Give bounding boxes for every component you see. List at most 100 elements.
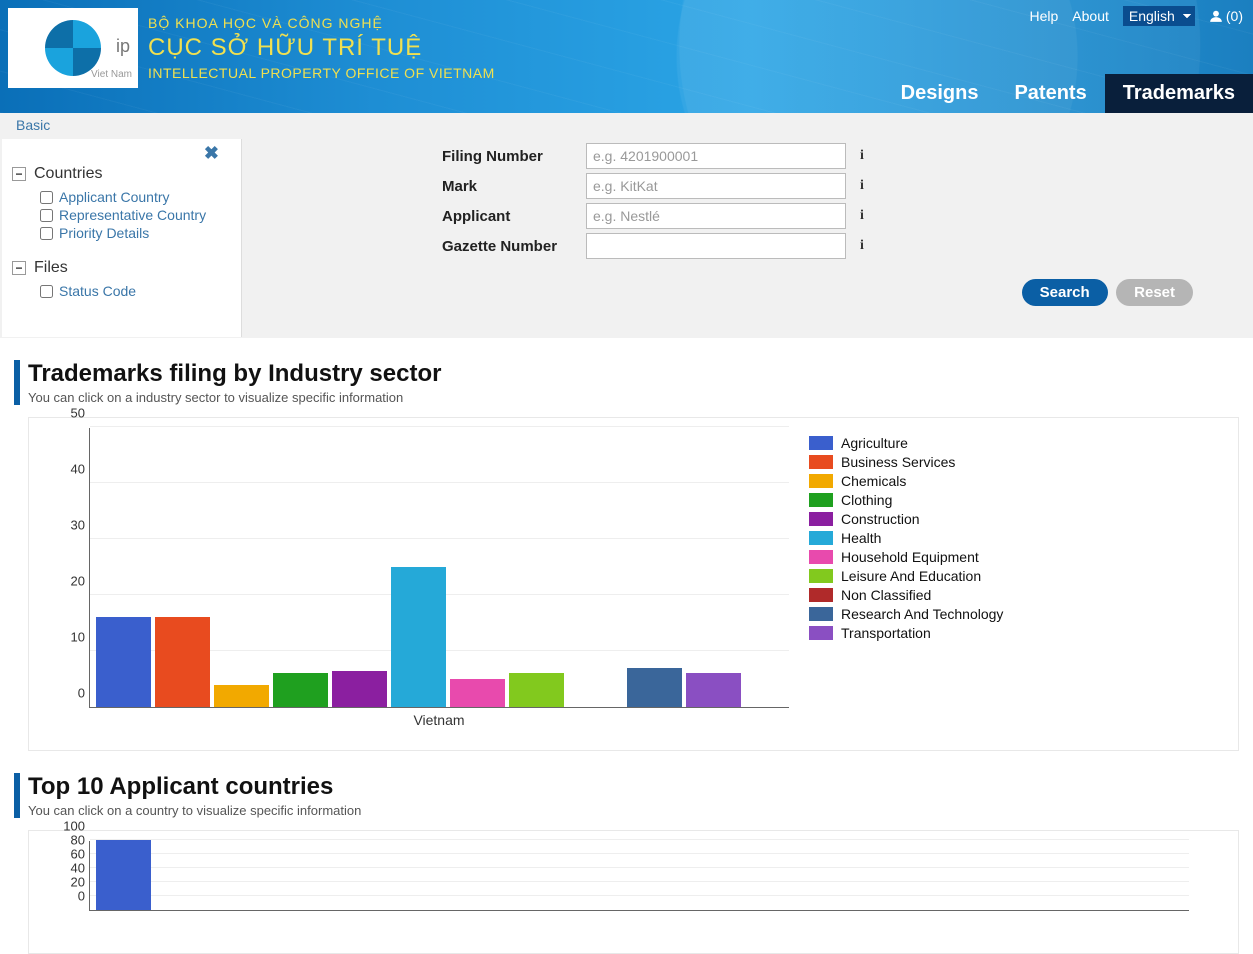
bar[interactable] — [627, 668, 682, 707]
nav-patents[interactable]: Patents — [996, 74, 1104, 113]
language-select[interactable]: English — [1123, 6, 1195, 26]
chart-legend: Agriculture Business Services Chemicals Clo… — [809, 428, 1003, 644]
form-input[interactable] — [586, 203, 846, 229]
collapse-icon: − — [12, 261, 26, 275]
bar[interactable] — [450, 679, 505, 707]
form-input[interactable] — [586, 143, 846, 169]
filter-checkbox[interactable] — [40, 285, 53, 298]
info-icon[interactable]: i — [860, 148, 864, 164]
y-tick: 30 — [71, 518, 85, 533]
collapse-icon: − — [12, 167, 26, 181]
logo-ip-text: ip — [116, 36, 130, 57]
bar[interactable] — [332, 671, 387, 707]
logo-block[interactable]: ip Viet Nam BỘ KHOA HỌC VÀ CÔNG NGHỆ CỤC… — [8, 8, 495, 88]
form-input[interactable] — [586, 173, 846, 199]
legend-swatch — [809, 531, 833, 545]
info-icon[interactable]: i — [860, 238, 864, 254]
filter-group-head[interactable]: −Countries — [12, 165, 241, 183]
legend-swatch — [809, 588, 833, 602]
section-title: Top 10 Applicant countries — [28, 773, 1253, 801]
bar[interactable] — [273, 673, 328, 707]
section-subtitle: You can click on a industry sector to vi… — [28, 390, 1253, 405]
nav-designs[interactable]: Designs — [883, 74, 997, 113]
y-tick: 100 — [63, 819, 85, 834]
filter-checkbox-label: Priority Details — [59, 225, 149, 241]
legend-item[interactable]: Research And Technology — [809, 606, 1003, 622]
legend-item[interactable]: Chemicals — [809, 473, 1003, 489]
legend-swatch — [809, 626, 833, 640]
y-tick: 10 — [71, 630, 85, 645]
logo-image: ip Viet Nam — [8, 8, 138, 88]
filter-group-head[interactable]: −Files — [12, 259, 241, 277]
y-tick: 20 — [71, 875, 85, 890]
reset-button[interactable]: Reset — [1116, 279, 1193, 306]
x-label: Vietnam — [89, 712, 789, 728]
plot — [89, 428, 789, 708]
info-icon[interactable]: i — [860, 208, 864, 224]
filter-checkbox-row[interactable]: Representative Country — [40, 207, 241, 223]
about-link[interactable]: About — [1072, 8, 1109, 24]
org-text: BỘ KHOA HỌC VÀ CÔNG NGHỆ CỤC SỞ HỮU TRÍ … — [148, 14, 495, 82]
bar[interactable] — [155, 617, 210, 707]
y-tick: 50 — [71, 406, 85, 421]
info-icon[interactable]: i — [860, 178, 864, 194]
y-tick: 60 — [71, 847, 85, 862]
legend-item[interactable]: Household Equipment — [809, 549, 1003, 565]
filter-checkbox-row[interactable]: Status Code — [40, 283, 241, 299]
filter-group-label: Countries — [34, 165, 102, 183]
legend-swatch — [809, 512, 833, 526]
bars — [90, 567, 789, 707]
legend-label: Leisure And Education — [841, 568, 981, 584]
filter-checkbox[interactable] — [40, 191, 53, 204]
legend-label: Chemicals — [841, 473, 906, 489]
legend-item[interactable]: Transportation — [809, 625, 1003, 641]
bar[interactable] — [509, 673, 564, 707]
form-label: Gazette Number — [442, 238, 586, 255]
legend-item[interactable]: Health — [809, 530, 1003, 546]
bar[interactable] — [686, 673, 741, 707]
section-head: Trademarks filing by Industry sector You… — [14, 360, 1253, 405]
filter-sidebar: ✖ −CountriesApplicant CountryRepresentat… — [2, 139, 242, 337]
filter-group-items: Applicant Country Representative Country P… — [12, 189, 241, 241]
legend-swatch — [809, 474, 833, 488]
legend-item[interactable]: Non Classified — [809, 587, 1003, 603]
legend-item[interactable]: Construction — [809, 511, 1003, 527]
form-label: Mark — [442, 178, 586, 195]
basic-tab[interactable]: Basic — [16, 117, 50, 133]
filter-checkbox[interactable] — [40, 209, 53, 222]
org-line1: BỘ KHOA HỌC VÀ CÔNG NGHỆ — [148, 14, 495, 32]
legend-item[interactable]: Agriculture — [809, 435, 1003, 451]
legend-item[interactable]: Business Services — [809, 454, 1003, 470]
legend-item[interactable]: Clothing — [809, 492, 1003, 508]
topbar: Help About English (0) — [1029, 6, 1243, 26]
bar[interactable] — [96, 840, 151, 910]
nav-trademarks[interactable]: Trademarks — [1105, 74, 1253, 113]
bar[interactable] — [96, 617, 151, 707]
user-badge[interactable]: (0) — [1209, 8, 1243, 24]
org-line2: CỤC SỞ HỮU TRÍ TUỆ — [148, 32, 495, 63]
legend-label: Business Services — [841, 454, 955, 470]
bar[interactable] — [391, 567, 446, 707]
legend-swatch — [809, 436, 833, 450]
y-tick: 40 — [71, 861, 85, 876]
filter-checkbox-label: Status Code — [59, 283, 136, 299]
user-count: (0) — [1226, 8, 1243, 24]
filter-checkbox-row[interactable]: Applicant Country — [40, 189, 241, 205]
legend-item[interactable]: Leisure And Education — [809, 568, 1003, 584]
bar[interactable] — [214, 685, 269, 707]
y-tick: 0 — [78, 686, 85, 701]
legend-label: Non Classified — [841, 587, 931, 603]
close-icon[interactable]: ✖ — [204, 143, 219, 164]
filter-checkbox-row[interactable]: Priority Details — [40, 225, 241, 241]
filter-group-items: Status Code — [12, 283, 241, 299]
section-subtitle: You can click on a country to visualize … — [28, 803, 1253, 818]
legend-label: Transportation — [841, 625, 931, 641]
filter-checkbox-label: Applicant Country — [59, 189, 170, 205]
legend-label: Agriculture — [841, 435, 908, 451]
filter-checkbox[interactable] — [40, 227, 53, 240]
search-button[interactable]: Search — [1022, 279, 1108, 306]
search-form: Filing NumberiMarkiApplicantiGazette Num… — [242, 113, 1253, 338]
help-link[interactable]: Help — [1029, 8, 1058, 24]
form-label: Applicant — [442, 208, 586, 225]
form-input[interactable] — [586, 233, 846, 259]
